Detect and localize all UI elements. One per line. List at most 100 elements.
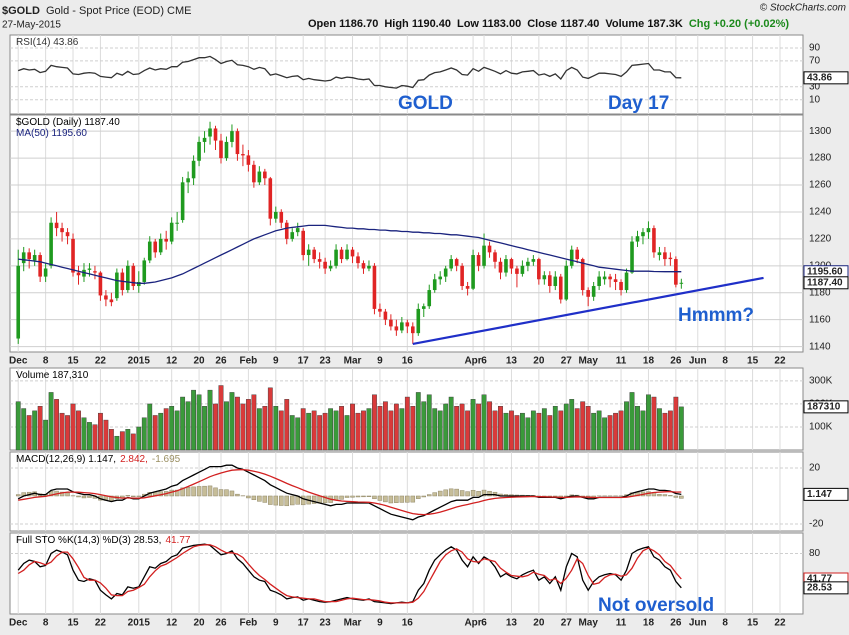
volume-bar [569, 399, 575, 451]
candle-body [126, 265, 130, 291]
candle-body [493, 252, 497, 262]
candle-body [657, 252, 662, 256]
x-tick-label: 12 [166, 618, 178, 629]
candle-body [246, 155, 251, 165]
histogram-bar [279, 495, 284, 506]
copyright: © StockCharts.com [760, 3, 846, 14]
x-tick-label: 13 [506, 356, 518, 367]
series-line [18, 224, 682, 284]
x-tick-label: 23 [320, 356, 332, 367]
candle-body [175, 222, 179, 224]
candle-body [301, 230, 305, 256]
volume-bar [536, 412, 542, 451]
x-tick-label: Apr [464, 356, 481, 367]
series-line [17, 544, 682, 604]
candle-body [449, 259, 453, 269]
legend-entry: MACD(12,26,9) 1.147, [16, 454, 116, 465]
candle-body [400, 322, 404, 331]
candle-body [284, 222, 289, 239]
histogram-bar [81, 495, 87, 499]
x-tick-label: 20 [533, 356, 545, 367]
x-tick-label: 17 [298, 618, 310, 629]
annotation: GOLD [398, 93, 453, 114]
candle-body [443, 268, 448, 277]
histogram-bar [87, 495, 92, 498]
candle-body [361, 263, 366, 269]
histogram-bar [76, 495, 81, 498]
volume-bar [59, 412, 65, 451]
candle-body [158, 238, 163, 253]
candle-body [432, 279, 437, 291]
volume-bar [114, 435, 120, 451]
volume-bar [218, 385, 224, 451]
y-tick-label: 20 [809, 463, 821, 474]
x-tick-label: 22 [95, 356, 107, 367]
volume-bar [520, 412, 525, 451]
candle-body [136, 281, 141, 287]
y-tick-label: 1260 [809, 180, 832, 191]
candle-body [383, 311, 388, 320]
candle-body [295, 228, 300, 233]
x-tick-label: 13 [506, 618, 518, 629]
x-tick-label: Jun [689, 356, 707, 367]
volume-bar [48, 392, 54, 451]
candle-body [230, 131, 234, 142]
volume-bar [125, 429, 131, 451]
legend-entry: Volume 187,310 [16, 370, 89, 381]
histogram-bar [416, 495, 421, 499]
candle-body [454, 259, 459, 266]
volume-bar [136, 426, 142, 451]
histogram-bar [59, 491, 65, 497]
volume-bar [98, 412, 103, 451]
volume-bar [366, 408, 372, 451]
candle-body [16, 265, 21, 339]
histogram-bar [339, 495, 344, 500]
volume-bar [574, 408, 580, 451]
y-tick-label: 1240 [809, 207, 832, 218]
volume-bar [295, 417, 301, 451]
histogram-bar [251, 495, 257, 501]
value-box-label: 43.86 [807, 72, 832, 83]
candle-body [241, 154, 245, 156]
histogram-bar [273, 495, 279, 506]
value-box-label: 1195.60 [807, 266, 843, 277]
candle-body [76, 272, 81, 276]
volume-bar [530, 410, 536, 451]
volume-bar [503, 412, 509, 451]
x-tick-label: 8 [722, 356, 728, 367]
volume-bar [678, 406, 684, 451]
candle-body [504, 259, 508, 273]
y-tick-label: 1180 [809, 287, 831, 298]
volume-bar [465, 410, 471, 451]
histogram-bar [202, 485, 207, 497]
volume-bar [602, 417, 608, 451]
candle-body [663, 252, 667, 260]
volume-bar [372, 394, 377, 451]
candle-body [191, 160, 196, 179]
volume-bar [306, 412, 312, 451]
panel [9, 532, 804, 615]
x-tick-label: 20 [533, 618, 545, 629]
candle-body [591, 286, 596, 297]
volume-bar [235, 396, 240, 451]
histogram-bar [262, 495, 268, 503]
histogram-bar [344, 495, 350, 498]
candle-body [93, 271, 97, 273]
histogram-bar [454, 488, 459, 497]
histogram-bar [229, 490, 235, 497]
volume-bar [476, 403, 481, 451]
volume-bar [328, 408, 333, 451]
candle-body [32, 255, 37, 261]
y-tick-label: 100K [809, 422, 833, 433]
histogram-bar [213, 487, 218, 497]
value-box-label: 1187.40 [807, 277, 843, 288]
candle-body [323, 261, 327, 269]
y-tick-label: 1220 [809, 234, 832, 245]
histogram-bar [235, 493, 240, 497]
histogram-bar [109, 495, 114, 501]
x-tick-label: Apr [464, 618, 481, 629]
candle-body [252, 164, 256, 183]
histogram-bar [257, 495, 262, 502]
x-tick-label: 6 [481, 356, 487, 367]
candle-body [520, 265, 525, 274]
